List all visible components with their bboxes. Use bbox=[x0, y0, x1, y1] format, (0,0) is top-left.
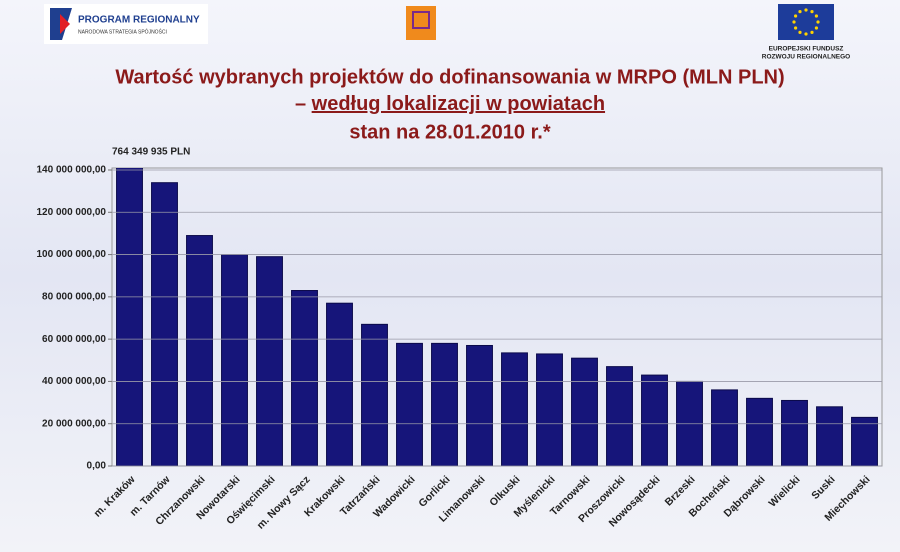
program-logo bbox=[44, 4, 208, 44]
bar bbox=[326, 302, 353, 466]
bar bbox=[151, 182, 178, 466]
bar bbox=[116, 168, 143, 466]
y-tick-label: 0,00 bbox=[87, 461, 107, 472]
bar bbox=[291, 290, 318, 466]
y-tick-label: 100 000 000,00 bbox=[36, 249, 106, 260]
chart-subtitle: – według lokalizacji w powiatach bbox=[295, 93, 605, 115]
eu-stars bbox=[792, 8, 820, 36]
bar bbox=[501, 352, 528, 466]
bar bbox=[641, 374, 668, 466]
date-note: stan na 28.01.2010 r.* bbox=[349, 121, 550, 143]
fund-text: ROZWOJU REGIONALNEGO bbox=[762, 54, 850, 61]
y-tick-label: 140 000 000,00 bbox=[36, 165, 106, 176]
y-tick-label: 60 000 000,00 bbox=[42, 334, 106, 345]
y-tick-label: 20 000 000,00 bbox=[42, 418, 106, 429]
bar bbox=[431, 342, 458, 466]
logo-shape bbox=[60, 14, 70, 34]
y-tick-label: 120 000 000,00 bbox=[36, 207, 106, 218]
bar bbox=[256, 256, 283, 466]
subtitle-dash: – bbox=[295, 93, 306, 115]
bar bbox=[711, 389, 738, 466]
bar bbox=[781, 399, 808, 466]
bar bbox=[816, 406, 843, 466]
region-logo-mark bbox=[412, 11, 430, 29]
bar bbox=[361, 323, 388, 466]
bar bbox=[746, 397, 773, 466]
program-logo-sub: NARODOWA STRATEGIA SPÓJNOŚCI bbox=[78, 27, 167, 35]
bar bbox=[396, 342, 423, 466]
program-logo-text: PROGRAM REGIONALNY bbox=[78, 15, 200, 26]
value-label: 764 349 935 PLN bbox=[112, 147, 190, 158]
y-tick-label: 40 000 000,00 bbox=[42, 376, 106, 387]
fund-text: EUROPEJSKI FUNDUSZ bbox=[769, 46, 844, 53]
bar bbox=[571, 357, 598, 466]
bar bbox=[466, 344, 493, 466]
bar bbox=[851, 416, 878, 466]
chart-title: Wartość wybranych projektów do dofinanso… bbox=[115, 66, 784, 88]
bar bbox=[606, 366, 633, 466]
subtitle-text: według lokalizacji w powiatach bbox=[311, 93, 605, 115]
bar bbox=[186, 235, 213, 466]
bar bbox=[221, 254, 248, 466]
y-tick-label: 80 000 000,00 bbox=[42, 291, 106, 302]
bar bbox=[536, 353, 563, 466]
